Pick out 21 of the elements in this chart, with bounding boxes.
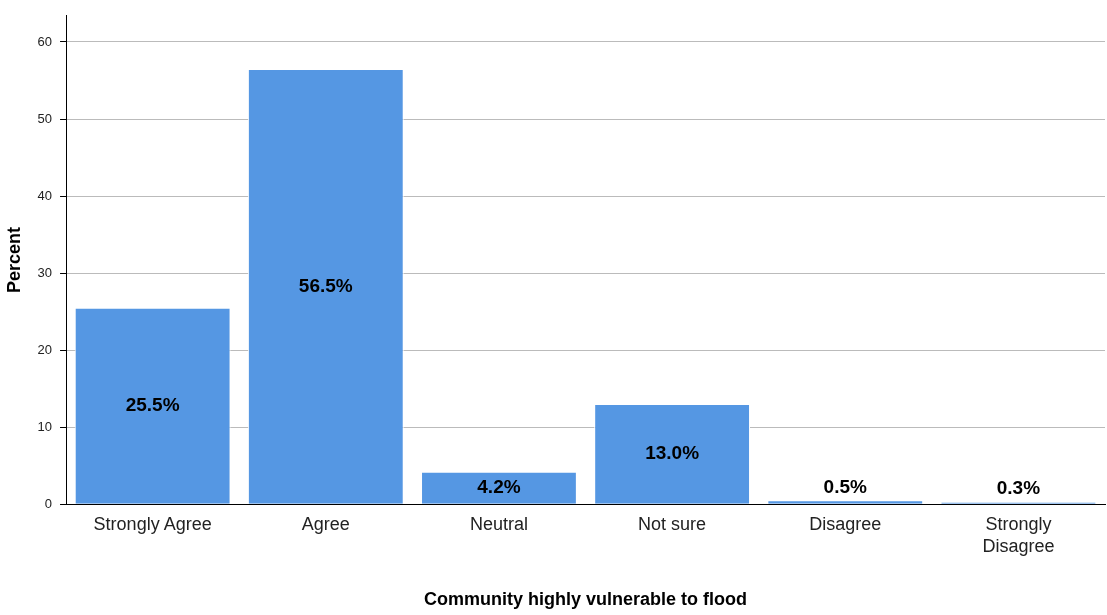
y-axis-title: Percent (3, 226, 24, 294)
x-tick-label: Strongly Disagree (982, 513, 1055, 556)
data-label: 0.5% (823, 475, 868, 497)
x-axis-title: Community highly vulnerable to flood (424, 589, 748, 610)
y-tick-label: 30 (37, 264, 53, 280)
data-label: 13.0% (645, 442, 700, 464)
data-label: 0.3% (996, 477, 1041, 499)
y-tick-label: 40 (37, 187, 53, 203)
y-tick-label: 50 (37, 110, 53, 126)
x-tick-label: Strongly Agree (93, 513, 212, 534)
x-tick-label: Disagree (809, 513, 882, 534)
x-tick-label: Neutral (469, 513, 528, 534)
x-tick-label: Not sure (638, 513, 707, 534)
y-tick-label: 60 (37, 33, 53, 49)
y-tick-label: 20 (37, 341, 53, 357)
data-label: 4.2% (477, 476, 521, 498)
data-label: 56.5% (298, 274, 353, 296)
data-label: 25.5% (125, 393, 180, 415)
x-tick-label: Agree (301, 513, 350, 534)
y-tick-label: 10 (37, 418, 53, 434)
y-tick-label: 0 (44, 495, 53, 511)
